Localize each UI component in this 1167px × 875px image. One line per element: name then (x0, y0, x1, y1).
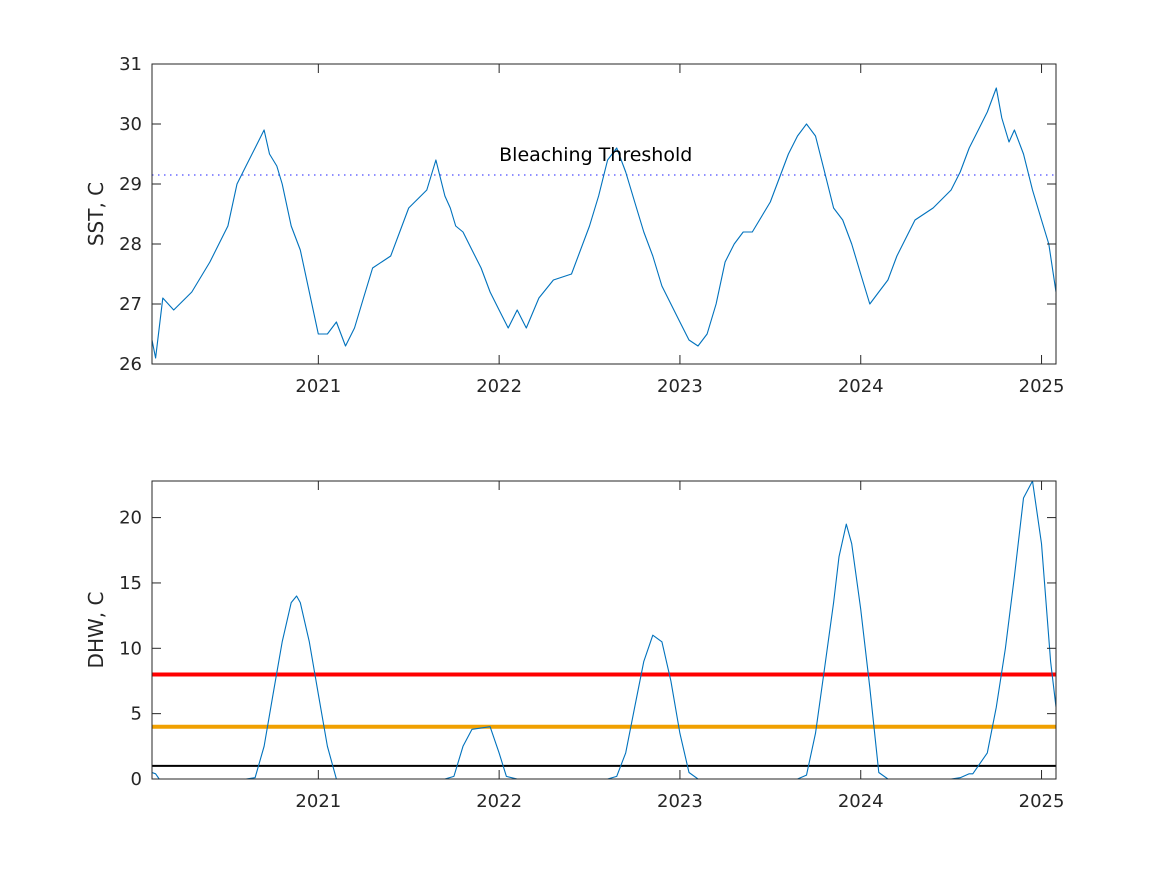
y-tick-label: 31 (119, 54, 142, 75)
y-tick-label: 10 (119, 638, 142, 659)
sst-ylabel: SST, C (84, 182, 108, 246)
sst-plot-area (152, 87, 1056, 359)
x-tick-label: 2025 (1019, 791, 1065, 812)
y-tick-label: 28 (119, 234, 142, 255)
dhw-axes: 2021 2022 2023 2024 2025 0 5 10 15 20 DHW, C (84, 480, 1064, 812)
y-tick-label: 15 (119, 573, 142, 594)
y-tick-label: 5 (131, 704, 142, 725)
y-tick-label: 30 (119, 114, 142, 135)
x-tick-label: 2022 (476, 791, 522, 812)
plot-content-1 (152, 481, 1056, 779)
sst-ticks: 2021 2022 2023 2024 2025 26 27 28 29 30 31 (119, 54, 1064, 397)
y-tick-label: 27 (119, 294, 142, 315)
y-tick-label: 29 (119, 174, 142, 195)
y-tick-label: 26 (119, 354, 142, 375)
x-tick-label: 2021 (295, 376, 341, 397)
sst-axes-box (151, 63, 1057, 365)
y-tick-label: 0 (131, 769, 142, 790)
dhw-ylabel: DHW, C (84, 592, 108, 669)
x-tick-label: 2022 (476, 376, 522, 397)
series-line-1-0 (152, 481, 1056, 779)
x-tick-label: 2024 (838, 376, 884, 397)
x-tick-label: 2023 (657, 376, 703, 397)
dhw-axes-box (151, 480, 1057, 780)
plot-content-0 (152, 87, 1056, 359)
x-tick-label: 2025 (1019, 376, 1065, 397)
series-line-0-0 (152, 87, 1056, 359)
y-tick-label: 20 (119, 508, 142, 529)
x-tick-label: 2024 (838, 791, 884, 812)
x-tick-label: 2021 (295, 791, 341, 812)
x-tick-label: 2023 (657, 791, 703, 812)
dhw-ticks: 2021 2022 2023 2024 2025 0 5 10 15 20 (119, 481, 1064, 812)
dhw-plot-area (152, 481, 1056, 779)
bleaching-threshold-annotation: Bleaching Threshold (499, 144, 692, 166)
